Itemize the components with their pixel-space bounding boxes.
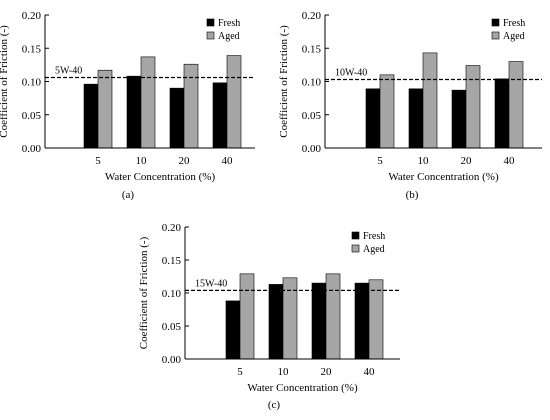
- y-tick-label: 0.10: [302, 77, 322, 89]
- x-tick-label: 20: [461, 155, 473, 167]
- x-tick-label: 10: [136, 155, 148, 167]
- x-tick-label: 20: [179, 155, 191, 167]
- y-tick-label: 0.05: [302, 110, 322, 122]
- x-tick-label: 5: [377, 155, 383, 167]
- legend-label-fresh: Fresh: [363, 231, 385, 242]
- bar-aged-10: [422, 52, 438, 149]
- x-tick-label: 5: [237, 366, 243, 378]
- y-axis-label: Coefficient of Friction (-): [278, 25, 290, 138]
- y-tick-label: 0.10: [162, 288, 182, 300]
- x-tick-label: 40: [504, 155, 516, 167]
- bar-aged-40: [508, 61, 524, 149]
- bar-aged-20: [183, 63, 199, 149]
- y-tick-label: 0.20: [302, 10, 322, 22]
- legend-label-fresh: Fresh: [218, 18, 240, 29]
- legend: Fresh Aged: [491, 18, 525, 42]
- x-axis-label: Water Concentration (%): [247, 382, 358, 394]
- y-tick-label: 0.20: [22, 10, 42, 22]
- legend: Fresh Aged: [206, 18, 240, 42]
- x-tick-label: 10: [278, 366, 290, 378]
- legend-swatch-fresh: [351, 231, 360, 240]
- bar-fresh-10: [408, 88, 424, 149]
- y-tick-label: 0.00: [162, 354, 182, 366]
- panel-caption: (a): [122, 189, 135, 201]
- bar-fresh-5: [83, 83, 99, 149]
- x-tick-label: 20: [321, 366, 333, 378]
- bar-fresh-20: [311, 282, 327, 360]
- bar-aged-5: [379, 74, 395, 149]
- y-tick-label: 0.05: [22, 110, 42, 122]
- y-tick-label: 0.15: [22, 43, 42, 55]
- legend-swatch-aged: [491, 31, 500, 40]
- x-axis-label: Water Concentration (%): [388, 171, 499, 183]
- chart-panel-a: 0.00 0.05 0.10 0.15 0.20 Coefficient of Frict…: [0, 10, 255, 201]
- chart-panel-b: 0.00 0.05 0.10 0.15 0.20 Coefficient of Frict…: [278, 10, 542, 201]
- panel-caption: (b): [406, 189, 419, 201]
- legend-label-aged: Aged: [218, 31, 240, 42]
- reference-line-label: 15W-40: [195, 278, 227, 289]
- y-tick-label: 0.00: [22, 143, 42, 155]
- bar-fresh-10: [126, 75, 142, 149]
- y-tick-label: 0.15: [302, 43, 322, 55]
- bar-aged-5: [97, 69, 113, 149]
- bar-fresh-40: [212, 82, 228, 149]
- bar-fresh-20: [451, 89, 467, 149]
- x-tick-label: 5: [95, 155, 101, 167]
- y-axis-label: Coefficient of Friction (-): [0, 25, 10, 138]
- bar-fresh-40: [494, 78, 510, 149]
- y-axis-label: Coefficient of Friction (-): [138, 236, 150, 349]
- chart-panel-c: 0.00 0.05 0.10 0.15 0.20 Coefficient of Frict…: [138, 222, 400, 411]
- bar-aged-10: [140, 56, 156, 149]
- y-tick-label: 0.10: [22, 77, 42, 89]
- bar-aged-20: [465, 65, 481, 149]
- bar-fresh-5: [365, 88, 381, 149]
- y-tick-label: 0.20: [162, 222, 182, 234]
- y-tick-label: 0.05: [162, 321, 182, 333]
- bar-aged-5: [239, 273, 255, 360]
- legend-swatch-fresh: [206, 18, 215, 27]
- reference-line-label: 5W-40: [55, 66, 82, 77]
- bar-aged-20: [325, 273, 341, 360]
- bar-aged-40: [368, 279, 384, 360]
- legend-label-aged: Aged: [363, 244, 385, 255]
- x-tick-label: 10: [418, 155, 430, 167]
- x-axis-label: Water Concentration (%): [105, 171, 216, 183]
- panel-caption: (c): [268, 399, 281, 411]
- legend-swatch-fresh: [491, 18, 500, 27]
- legend-swatch-aged: [351, 244, 360, 253]
- legend-label-aged: Aged: [503, 31, 525, 42]
- legend: Fresh Aged: [351, 231, 385, 255]
- bar-fresh-10: [268, 284, 284, 360]
- legend-label-fresh: Fresh: [503, 18, 525, 29]
- legend-swatch-aged: [206, 31, 215, 40]
- bar-fresh-20: [169, 87, 185, 149]
- x-tick-label: 40: [222, 155, 234, 167]
- reference-line-label: 10W-40: [335, 68, 367, 79]
- bar-fresh-5: [225, 300, 241, 360]
- x-tick-label: 40: [364, 366, 376, 378]
- y-tick-label: 0.15: [162, 255, 182, 267]
- bar-aged-40: [226, 55, 242, 149]
- y-tick-label: 0.00: [302, 143, 322, 155]
- bar-fresh-40: [354, 282, 370, 360]
